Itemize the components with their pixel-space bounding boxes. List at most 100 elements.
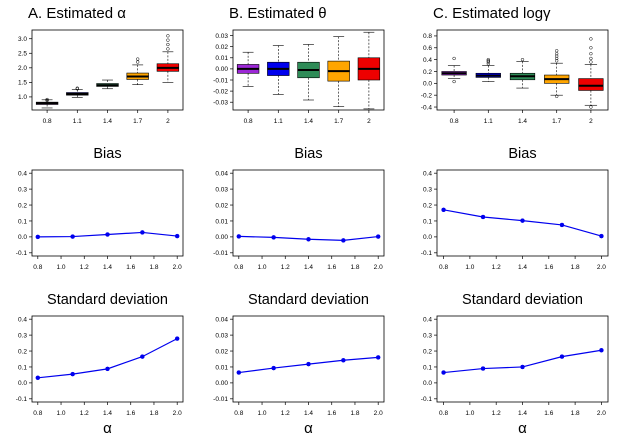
box-1.1 (66, 86, 89, 98)
outlier-point (166, 38, 170, 42)
y-tick-label: -0.01 (213, 396, 228, 403)
x-tick-label: 1.8 (350, 410, 359, 417)
data-point (70, 371, 75, 377)
x-tick-label: 2.0 (374, 410, 383, 417)
x-tick-label: 1.4 (518, 264, 527, 271)
y-tick-label: -0.4 (421, 104, 433, 111)
panel-title: B. Estimated θ (229, 5, 327, 22)
data-point (599, 233, 604, 239)
x-tick-label: 1.6 (126, 410, 135, 417)
data-point (599, 347, 604, 353)
outlier-point (589, 60, 593, 64)
x-tick-label: 1.8 (350, 264, 359, 271)
outlier-point (166, 34, 170, 38)
y-tick-label: -0.1 (16, 250, 28, 257)
x-tick-label: 1.4 (304, 410, 313, 417)
y-tick-label: 0.00 (215, 380, 228, 387)
x-tick-label: 1.4 (304, 264, 313, 271)
y-tick-label: -0.01 (213, 250, 228, 257)
data-point (559, 222, 565, 228)
line-panel: Bias -0.1 0.0 0.1 0.2 0.3 0.4 0.8 1.0 1.2 1.4 1.6 1.… (16, 146, 184, 271)
outlier-point (555, 94, 559, 99)
outlier-point (555, 56, 559, 61)
outlier-point (555, 49, 559, 53)
outlier-point (45, 97, 49, 102)
x-tick-label: 2.0 (374, 264, 383, 271)
x-axis-label: α (304, 420, 313, 435)
data-point (520, 218, 525, 223)
data-point (341, 358, 346, 363)
x-tick-label: 1.0 (57, 410, 66, 417)
x-tick-label: 2.0 (597, 410, 606, 417)
box-1.4 (509, 57, 536, 89)
y-tick-label: -0.1 (421, 250, 433, 257)
x-tick-label: 1.4 (103, 264, 112, 271)
box-1.4 (297, 44, 320, 101)
x-tick-label: 1.4 (103, 410, 112, 417)
y-tick-label: 0.0 (423, 81, 432, 88)
data-point (236, 370, 242, 375)
y-tick-label: 3.0 (18, 36, 27, 43)
outlier-point (166, 42, 170, 47)
x-tick-label: 0.8 (450, 118, 459, 125)
x-tick-label: 1.8 (149, 264, 158, 271)
x-tick-label: 0.8 (43, 118, 52, 125)
panel-title: Standard deviation (47, 292, 168, 308)
x-tick-label: 1.2 (281, 410, 290, 417)
y-tick-label: 0.1 (18, 218, 27, 225)
x-tick-label: 1.0 (465, 264, 474, 271)
box-0.8 (441, 56, 467, 84)
panel-title: Bias (93, 146, 121, 162)
box-1.7 (126, 57, 149, 85)
y-tick-label: 1.5 (18, 80, 27, 87)
outlier-point (589, 46, 593, 50)
x-tick-label: 1.4 (518, 118, 527, 125)
outlier-point (589, 52, 593, 56)
x-tick-label: 2.0 (173, 264, 182, 271)
line-panel: Bias -0.01 0.00 0.01 0.02 0.03 0.04 0.8 1.0 1.2 1.… (213, 146, 385, 271)
plot-frame (31, 169, 184, 257)
x-tick-label: 1.6 (544, 410, 553, 417)
boxplot-panel: B. Estimated θ -0.03 -0.02 -0.01 0.00 0.01 0.0… (213, 5, 385, 125)
x-tick-label: 0.8 (33, 264, 42, 271)
y-tick-label: 1.0 (18, 94, 27, 101)
x-tick-label: 2 (367, 118, 371, 125)
y-tick-label: 0.03 (215, 186, 228, 193)
y-tick-label: 0.1 (423, 218, 432, 225)
data-point (236, 234, 242, 239)
x-tick-label: 1.2 (281, 264, 290, 271)
x-axis-label: α (518, 420, 527, 435)
x-tick-label: 1.2 (80, 410, 89, 417)
y-tick-label: 2.5 (18, 51, 27, 58)
x-tick-label: 1.0 (57, 264, 66, 271)
outlier-point (589, 37, 593, 41)
x-tick-label: 1.4 (304, 118, 313, 125)
y-tick-label: -0.2 (421, 92, 433, 99)
x-tick-label: 0.8 (234, 410, 243, 417)
data-point (70, 234, 75, 239)
iqr-box (578, 78, 604, 91)
y-tick-label: 0.4 (18, 316, 27, 323)
outlier-point (555, 54, 559, 58)
x-tick-label: 2 (166, 118, 170, 125)
y-tick-label: 0.01 (215, 218, 228, 225)
y-tick-label: 0.2 (18, 348, 27, 355)
y-tick-label: 0.01 (215, 55, 228, 62)
box-1.7 (327, 36, 350, 107)
series-line (443, 209, 602, 237)
x-tick-label: 1.1 (484, 118, 493, 125)
x-tick-label: 1.8 (571, 264, 580, 271)
data-point (441, 370, 446, 375)
box-1.4 (96, 79, 119, 90)
boxplot-panel: C. Estimated logγ -0.4 -0.2 0.0 0.2 0.4 0.6 0.8… (421, 5, 609, 125)
y-tick-label: 0.4 (423, 170, 432, 177)
x-tick-label: 1.7 (133, 118, 142, 125)
y-tick-label: -0.01 (213, 77, 228, 84)
line-panel: Bias -0.1 0.0 0.1 0.2 0.3 0.4 0.8 1.0 1.2 1.4 1.6 1.… (421, 146, 609, 271)
box-0.8 (236, 51, 260, 87)
y-tick-label: 0.02 (215, 44, 228, 51)
box-1.7 (544, 49, 570, 99)
y-tick-label: 0.04 (215, 316, 228, 323)
box-0.8 (35, 97, 59, 109)
y-tick-label: 0.3 (18, 332, 27, 339)
